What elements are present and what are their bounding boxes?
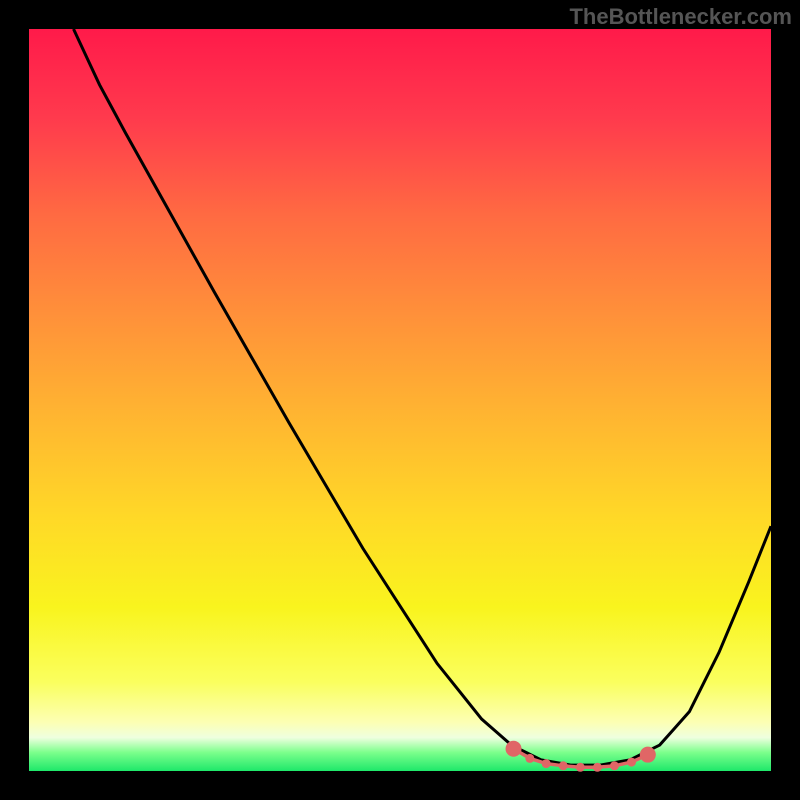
watermark-text: TheBottlenecker.com <box>569 4 792 30</box>
chart-background <box>29 29 771 771</box>
bottleneck-chart <box>0 0 800 800</box>
chart-container: TheBottlenecker.com <box>0 0 800 800</box>
